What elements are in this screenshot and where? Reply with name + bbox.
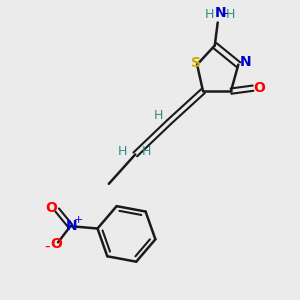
Text: O: O (51, 237, 62, 251)
Text: -: - (224, 7, 228, 20)
Text: N: N (66, 219, 78, 232)
Text: O: O (45, 202, 57, 215)
Text: N: N (240, 55, 251, 69)
Text: N: N (214, 6, 226, 20)
Text: S: S (190, 56, 201, 70)
Text: H: H (225, 8, 235, 21)
Text: O: O (254, 81, 266, 95)
Text: +: + (74, 215, 83, 225)
Text: H: H (142, 145, 151, 158)
Text: -: - (44, 238, 50, 253)
Text: H: H (153, 109, 163, 122)
Text: H: H (118, 145, 128, 158)
Text: H: H (205, 8, 214, 21)
